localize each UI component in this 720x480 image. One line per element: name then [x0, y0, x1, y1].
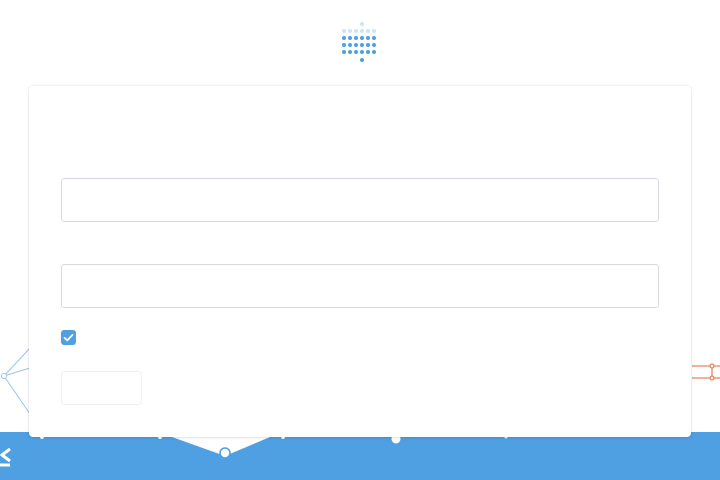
- logo-dot: [354, 29, 358, 33]
- logo-dot: [342, 29, 346, 33]
- checkmark-icon: [63, 333, 74, 342]
- logo-dot: [354, 36, 358, 40]
- sign-in-button[interactable]: [61, 371, 142, 405]
- logo-dot: [372, 29, 376, 33]
- chevron-left-icon: [0, 447, 11, 467]
- logo-dot: [348, 29, 352, 33]
- logo-dot: [342, 36, 346, 40]
- remember-me-checkbox[interactable]: [61, 330, 76, 345]
- logo-dot: [360, 29, 364, 33]
- email-label: [61, 156, 659, 172]
- logo-dot: [354, 43, 358, 47]
- password-input[interactable]: [61, 264, 659, 308]
- logo-dot: [342, 43, 346, 47]
- logo-dot: [372, 50, 376, 54]
- logo-dot: [372, 43, 376, 47]
- login-card: [29, 86, 691, 437]
- logo-dot: [360, 36, 364, 40]
- logo-dot: [372, 36, 376, 40]
- login-title: [61, 116, 659, 140]
- logo-dot: [366, 29, 370, 33]
- logo-dot: [360, 50, 364, 54]
- logo-dot: [360, 22, 364, 26]
- logo-dot: [348, 50, 352, 54]
- logo-dot: [354, 50, 358, 54]
- logo-dot: [366, 43, 370, 47]
- dot-matrix-logo-icon: [342, 22, 376, 62]
- logo-dot: [348, 43, 352, 47]
- logo-dot: [360, 58, 364, 62]
- logo-dot: [342, 50, 346, 54]
- logo-dot: [360, 43, 364, 47]
- logo-dot: [366, 50, 370, 54]
- email-input[interactable]: [61, 178, 659, 222]
- logo-dot: [366, 36, 370, 40]
- logo-dot: [348, 36, 352, 40]
- footer-band: [0, 432, 720, 480]
- password-label: [61, 242, 659, 258]
